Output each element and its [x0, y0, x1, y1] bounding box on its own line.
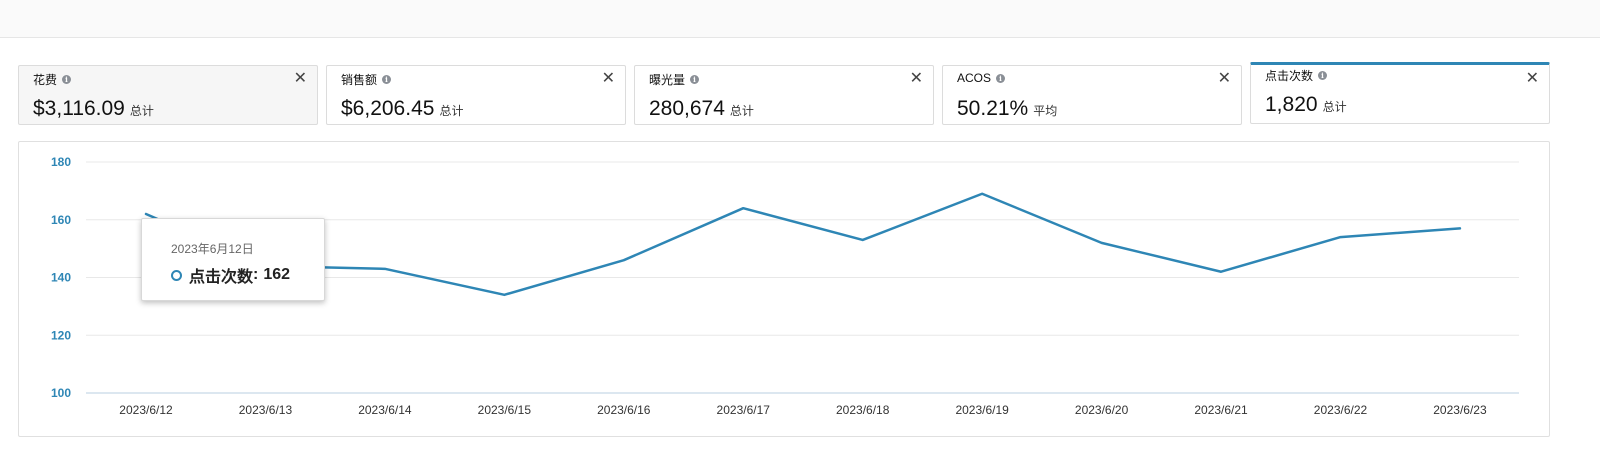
metric-aggregate: 总计 — [729, 104, 754, 118]
info-icon[interactable]: i — [62, 75, 72, 84]
data-point — [382, 266, 388, 272]
metric-label: 点击次数 — [1265, 69, 1314, 83]
metric-value: 280,674 — [649, 97, 725, 120]
metric-label-wrap: ACOS i — [957, 71, 1006, 85]
series-line — [144, 192, 1462, 297]
info-icon[interactable]: i — [996, 73, 1006, 83]
y-tick-label: 100 — [51, 386, 71, 400]
metric-aggregate: 总计 — [1322, 100, 1347, 114]
close-icon[interactable]: ✕ — [293, 70, 307, 87]
metric-label-wrap: 花费 i — [33, 71, 72, 88]
metric-label: 花费 — [33, 73, 58, 87]
metric-value: $6,206.45 — [341, 97, 435, 120]
tooltip-value: 162 — [263, 266, 291, 283]
metric-value-wrap: 280,674 总计 — [649, 97, 754, 121]
data-point — [1099, 240, 1105, 246]
close-icon[interactable]: ✕ — [909, 70, 923, 87]
x-tick-label: 2023/6/19 — [955, 403, 1009, 417]
metric-card-spend[interactable]: 花费 i ✕ $3,116.09 总计 — [18, 65, 318, 125]
x-tick-label: 2023/6/17 — [717, 403, 771, 417]
metric-label: 销售额 — [341, 73, 378, 87]
x-tick-label: 2023/6/14 — [358, 403, 412, 417]
data-point — [860, 237, 866, 243]
x-tick-label: 2023/6/20 — [1075, 403, 1129, 417]
x-tick-label: 2023/6/13 — [239, 403, 293, 417]
metric-value-wrap: 50.21% 平均 — [957, 97, 1057, 121]
metric-value: $3,116.09 — [33, 97, 125, 120]
metric-value-wrap: $3,116.09 总计 — [33, 97, 154, 121]
data-point — [501, 292, 507, 298]
tooltip-series: 点击次数 — [189, 269, 254, 286]
metric-label: 曝光量 — [649, 73, 686, 87]
x-tick-label: 2023/6/22 — [1314, 403, 1368, 417]
metric-value-wrap: 1,820 总计 — [1265, 93, 1347, 117]
x-tick-label: 2023/6/15 — [478, 403, 532, 417]
y-tick-label: 120 — [51, 328, 71, 342]
metric-cards: 花费 i ✕ $3,116.09 总计 销售额 i ✕ $6,206.45 总计 曝… — [18, 62, 1581, 125]
x-tick-label: 2023/6/21 — [1194, 403, 1248, 417]
info-icon[interactable]: i — [690, 75, 700, 84]
top-bar — [0, 0, 1600, 38]
metric-aggregate: 平均 — [1033, 104, 1058, 118]
tooltip-row: 点击次数: 162 — [171, 263, 290, 287]
info-icon[interactable]: i — [1318, 71, 1328, 80]
close-icon[interactable]: ✕ — [1217, 70, 1231, 87]
metric-value: 1,820 — [1265, 93, 1318, 116]
metric-aggregate: 总计 — [439, 104, 464, 118]
metric-value-wrap: $6,206.45 总计 — [341, 97, 463, 121]
data-point — [1457, 225, 1463, 231]
x-tick-label: 2023/6/18 — [836, 403, 890, 417]
metric-label-wrap: 点击次数 i — [1265, 67, 1328, 84]
metric-label-wrap: 曝光量 i — [649, 71, 700, 88]
metric-label-wrap: 销售额 i — [341, 71, 392, 88]
y-tick-label: 180 — [51, 155, 71, 169]
x-tick-label: 2023/6/23 — [1433, 403, 1487, 417]
data-point — [1338, 234, 1344, 240]
close-icon[interactable]: ✕ — [601, 70, 615, 87]
data-point — [621, 257, 627, 263]
metric-card-clicks[interactable]: 点击次数 i ✕ 1,820 总计 — [1250, 62, 1550, 124]
info-icon[interactable]: i — [382, 75, 392, 84]
x-tick-label: 2023/6/16 — [597, 403, 651, 417]
metric-card-sales[interactable]: 销售额 i ✕ $6,206.45 总计 — [326, 65, 626, 125]
metric-card-impressions[interactable]: 曝光量 i ✕ 280,674 总计 — [634, 65, 934, 125]
x-tick-label: 2023/6/12 — [119, 403, 173, 417]
data-point — [143, 211, 149, 217]
close-icon[interactable]: ✕ — [1525, 70, 1539, 87]
metric-card-acos[interactable]: ACOS i ✕ 50.21% 平均 — [942, 65, 1242, 125]
metric-aggregate: 总计 — [129, 104, 154, 118]
data-point — [1218, 269, 1224, 275]
data-point — [740, 205, 746, 211]
tooltip-date: 2023年6月12日 — [171, 242, 254, 256]
metric-label: ACOS — [957, 71, 992, 85]
y-tick-label: 160 — [51, 213, 71, 227]
y-tick-label: 140 — [51, 271, 71, 285]
data-point — [979, 191, 985, 197]
tooltip-separator: : — [253, 266, 259, 283]
series-marker-icon — [171, 269, 182, 281]
chart-tooltip: 2023年6月12日 点击次数: 162 — [141, 218, 325, 301]
metric-value: 50.21% — [957, 97, 1029, 120]
